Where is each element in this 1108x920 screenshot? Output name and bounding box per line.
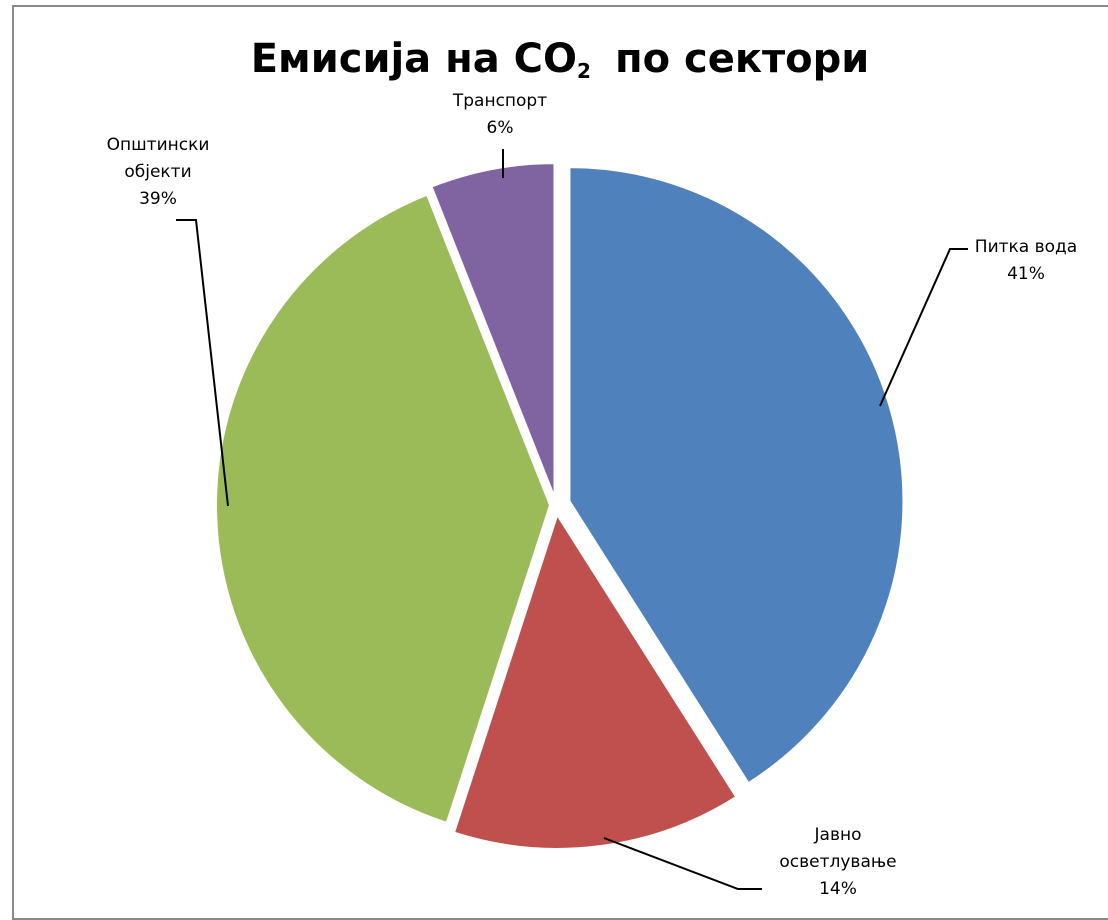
chart-title-suffix: по сектори (615, 36, 869, 82)
leader-line (176, 219, 229, 507)
slice-category-label: осветлување (779, 852, 896, 872)
slice-category-label: Општински (107, 135, 210, 155)
slice-percent-label: 39% (139, 189, 177, 209)
chart-title-main: Емисија на CO (251, 36, 577, 82)
slice-category-label: Јавно (814, 825, 862, 845)
chart-title-subscript: 2 (577, 59, 591, 83)
slice-category-label: објекти (124, 162, 191, 182)
pie-slice (215, 193, 552, 825)
pie-slices (215, 162, 905, 850)
leader-lines (176, 149, 968, 890)
slice-category-label: Транспорт (452, 91, 547, 111)
slice-category-label: Питка вода (975, 237, 1077, 257)
pie-slice (430, 162, 556, 498)
leader-line (879, 248, 968, 407)
pie-slice (452, 512, 738, 850)
slice-percent-label: 14% (819, 879, 857, 899)
pie-slice (568, 166, 905, 785)
leader-line (603, 837, 762, 890)
slice-percent-label: 41% (1007, 264, 1045, 284)
slice-labels: Питка вода 41% Јавно осветлување 14% Општинск… (107, 91, 1078, 899)
slice-percent-label: 6% (487, 118, 514, 138)
chart-title: Емисија на CO2 по сектори (251, 36, 870, 83)
